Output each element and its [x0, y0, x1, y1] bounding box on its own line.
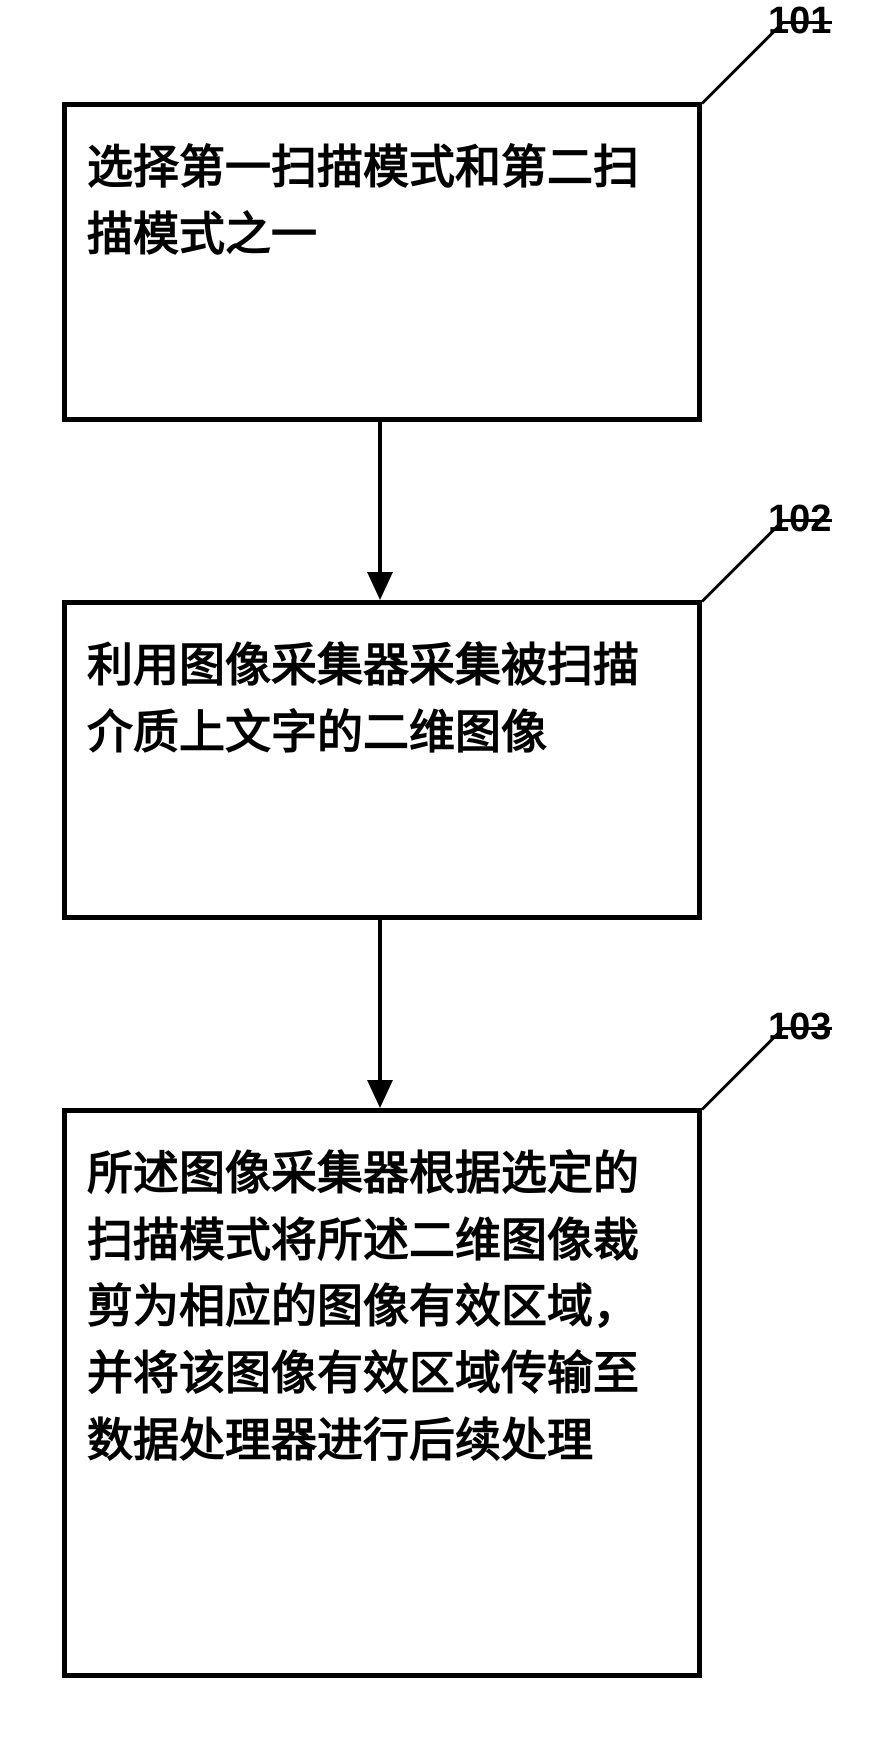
flowchart-node-text: 所述图像采集器根据选定的扫描模式将所述二维图像裁剪为相应的图像有效区域，并将该图… — [87, 1141, 677, 1474]
flowchart-node-label: 102 — [768, 498, 831, 541]
flowchart-node: 所述图像采集器根据选定的扫描模式将所述二维图像裁剪为相应的图像有效区域，并将该图… — [62, 1108, 702, 1678]
flowchart-arrow-head — [367, 572, 393, 600]
flowchart-canvas: 选择第一扫描模式和第二扫描模式之一 101 利用图像采集器采集被扫描介质上文字的二维… — [0, 0, 880, 1741]
flowchart-arrow-head — [367, 1080, 393, 1108]
flowchart-node-text: 选择第一扫描模式和第二扫描模式之一 — [87, 135, 677, 268]
flowchart-node-label: 101 — [768, 0, 831, 43]
flowchart-node-label: 103 — [768, 1006, 831, 1049]
flowchart-node: 选择第一扫描模式和第二扫描模式之一 — [62, 102, 702, 422]
flowchart-arrow — [378, 920, 382, 1080]
flowchart-arrow — [378, 422, 382, 572]
flowchart-node: 利用图像采集器采集被扫描介质上文字的二维图像 — [62, 600, 702, 920]
flowchart-node-text: 利用图像采集器采集被扫描介质上文字的二维图像 — [87, 633, 677, 766]
